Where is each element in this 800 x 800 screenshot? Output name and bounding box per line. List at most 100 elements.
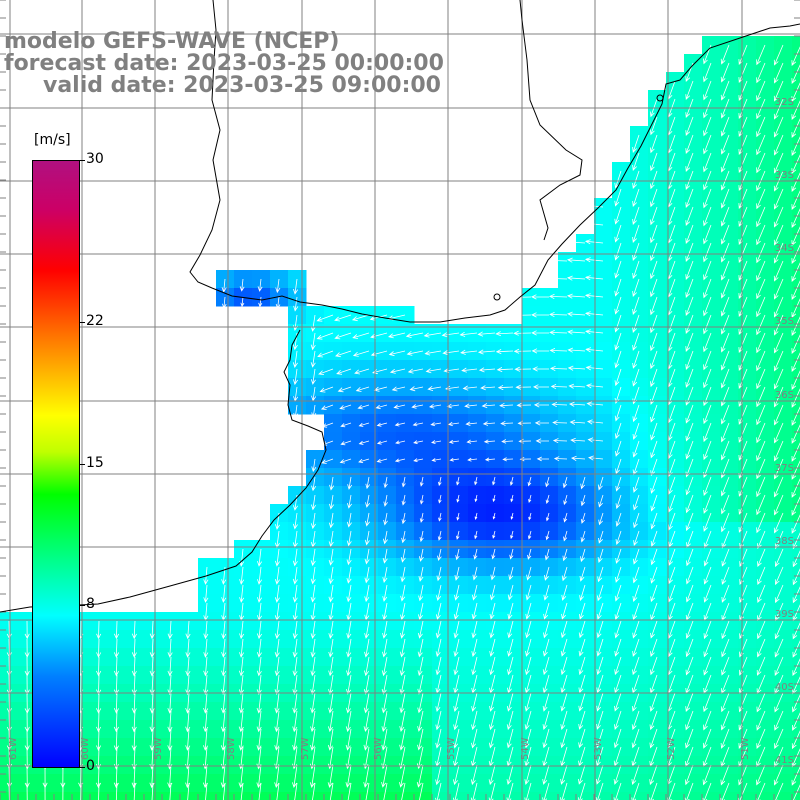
wind-arrow [327,728,334,751]
wind-arrow [149,638,155,658]
wind-arrow [185,620,191,640]
wind-arrow [312,782,316,800]
wind-arrow [773,260,784,282]
wind-arrow [492,512,496,520]
speed-cell [414,360,433,379]
wind-arrow [352,332,370,339]
speed-cell [792,144,800,163]
wind-arrow [336,368,352,375]
colorbar [32,160,80,768]
wind-arrow [24,620,30,640]
wind-arrow [465,421,478,426]
wind-arrow [650,638,658,657]
wind-arrow [685,116,694,136]
speed-cell [396,378,415,397]
wind-arrow [417,638,424,658]
speed-cell [432,792,451,800]
wind-arrow [394,458,406,463]
wind-arrow [614,692,622,712]
speed-cell [450,378,469,397]
wind-arrow [756,728,766,749]
wind-arrow [566,275,586,281]
wind-arrow [292,674,298,695]
wind-arrow [310,638,316,658]
speed-cell [792,576,800,595]
wind-arrow [203,656,209,677]
wind-arrow [632,566,640,584]
wind-arrow [240,296,245,308]
wind-arrow [549,348,568,354]
wind-arrow [561,584,568,601]
wind-arrow [721,638,730,658]
wind-arrow [449,457,460,462]
speed-cell [522,342,541,361]
wind-arrow [597,548,604,563]
wind-arrow [549,312,568,318]
wind-arrow [685,314,694,334]
wind-arrow [631,782,640,800]
wind-arrow [720,422,730,443]
wind-arrow [524,710,532,731]
wind-arrow [720,188,730,209]
wind-arrow [347,494,353,509]
wind-arrow [492,476,496,486]
wind-arrow [328,512,334,529]
wind-arrow [492,494,496,503]
colorbar-tick-label: 15 [86,454,104,471]
wind-arrow [650,530,658,547]
wind-arrow [453,638,460,657]
speed-cell [468,792,487,800]
wind-arrow [757,548,766,568]
wind-arrow [435,692,442,712]
speed-cell [450,792,469,800]
coastal-islands [493,94,664,301]
wind-arrow [615,548,622,564]
wind-arrow [703,476,712,496]
wind-arrow [756,656,766,676]
wind-arrow [424,350,442,356]
wind-arrow [720,476,730,497]
wind-arrow [131,638,137,658]
speed-cell [666,792,685,800]
speed-cell [522,414,541,433]
wind-arrow [527,476,532,487]
wind-arrow [274,638,280,658]
wind-arrow [703,296,712,317]
wind-arrow [425,368,442,374]
speed-cell [576,360,595,379]
wind-arrow [318,368,334,375]
speed-cell [792,270,800,289]
wind-arrow [472,566,478,581]
wind-arrow [383,782,388,800]
wind-arrow [98,782,100,800]
wind-arrow [328,692,334,714]
wind-arrow [703,170,712,191]
wind-arrow [497,384,514,391]
wind-arrow [567,347,586,353]
wind-arrow [542,728,550,749]
wind-arrow [364,638,370,658]
wind-arrow [389,368,406,374]
speed-cell [558,432,577,451]
wind-arrow [631,710,640,731]
wind-arrow [131,728,137,752]
wind-arrow [256,620,263,640]
wind-arrow [438,476,442,487]
wind-arrow [703,422,712,443]
speed-cell [540,288,559,307]
wind-arrow [311,404,317,419]
wind-arrow [720,44,730,65]
wind-arrow [328,620,334,640]
wind-arrow [757,584,766,604]
wind-arrow [470,764,478,786]
wind-arrow [580,512,586,524]
wind-arrow [346,620,352,640]
wind-arrow [525,638,532,657]
wind-arrow [95,764,102,789]
speed-cell [594,342,613,361]
wind-arrow [525,602,532,620]
wind-arrow [773,350,784,372]
speed-cell [360,414,379,433]
wind-arrow [417,728,424,751]
